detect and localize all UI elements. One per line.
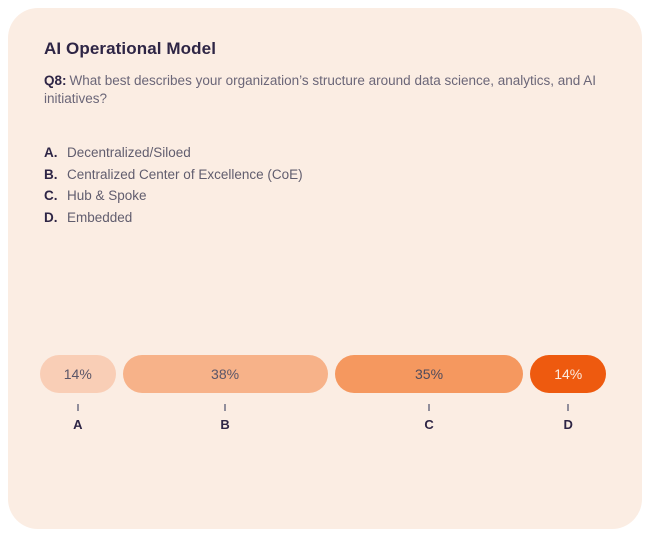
tick-mark-icon: [428, 404, 430, 412]
answer-options-list: A. Decentralized/Siloed B. Centralized C…: [44, 142, 614, 228]
tick-row: [40, 404, 606, 412]
tick-cell-C: [335, 404, 524, 412]
tick-cell-A: [40, 404, 116, 412]
bar-segment-C: 35%: [334, 355, 524, 394]
bar-segment-A: 14%: [40, 355, 116, 394]
option-letter: C.: [44, 188, 58, 204]
axis-letter-row: A B C D: [40, 417, 606, 432]
axis-letter-A: A: [73, 417, 83, 433]
tick-mark-icon: [567, 404, 569, 412]
option-letter: B.: [44, 166, 58, 182]
list-item: D. Embedded: [44, 207, 614, 229]
tick-mark-icon: [224, 404, 226, 412]
tick-cell-B: [123, 404, 328, 412]
list-item: A. Decentralized/Siloed: [44, 142, 614, 164]
question-text: What best describes your organization’s …: [44, 73, 597, 106]
axis-letter-D: D: [563, 417, 573, 433]
list-item: B. Centralized Center of Excellence (CoE…: [44, 164, 614, 186]
option-text: Decentralized/Siloed: [67, 145, 191, 161]
option-text: Embedded: [67, 209, 133, 225]
option-text: Centralized Center of Excellence (CoE): [67, 166, 303, 182]
option-text: Hub & Spoke: [67, 188, 147, 204]
bar-segment-D: 14%: [530, 355, 606, 394]
tick-cell-D: [530, 404, 606, 412]
list-item: C. Hub & Spoke: [44, 185, 614, 207]
page-title: AI Operational Model: [44, 39, 217, 58]
axis-letter-B: B: [220, 417, 230, 433]
axis-letter-C: C: [424, 417, 434, 433]
survey-result-card: AI Operational Model Q8: What best descri…: [8, 8, 642, 529]
card-content: AI Operational Model Q8: What best descri…: [8, 8, 642, 432]
question-line: Q8: What best describes your organization…: [44, 72, 614, 107]
option-letter: A.: [44, 145, 58, 161]
bar-row: 14% 38% 35% 14%: [40, 355, 606, 394]
option-letter: D.: [44, 209, 58, 225]
tick-mark-icon: [77, 404, 79, 412]
bar-segment-B: 38%: [122, 355, 328, 394]
question-number-label: Q8:: [44, 73, 67, 88]
